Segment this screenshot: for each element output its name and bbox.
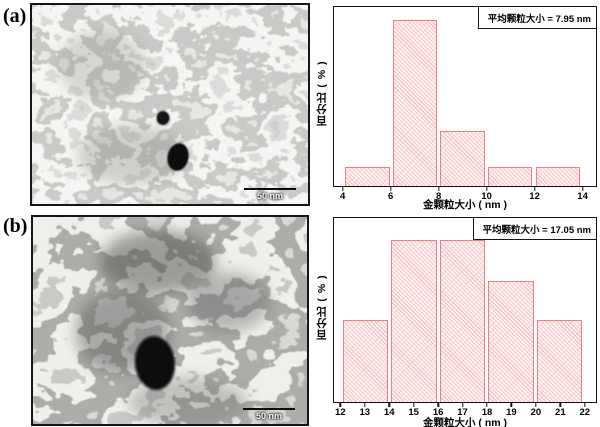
x-tick-label: 12	[335, 407, 346, 418]
x-tick-mark	[461, 403, 464, 407]
nanoparticle-large	[134, 336, 176, 390]
histogram-b: 百分比 ( % ) 平均颗粒大小 = 17.05 nm 12 13 14 15 16 17…	[312, 211, 600, 427]
x-tick-mark	[437, 403, 439, 407]
tem-a-texture	[32, 5, 308, 204]
x-tick-mark	[364, 403, 366, 407]
scale-bar-label: 50 nm	[255, 411, 282, 421]
x-tick-mark	[339, 403, 342, 407]
panel-b-label: (b)	[3, 215, 28, 237]
histogram-bar	[536, 320, 583, 402]
histogram-bar	[488, 280, 534, 402]
x-tick-mark	[533, 187, 536, 191]
histogram-bar	[535, 167, 581, 186]
x-axis-ticks: 12 13 14 15 16 17 18 19 20 21 22	[333, 403, 597, 421]
y-axis-label: 百分比 ( % )	[316, 274, 328, 340]
nanoparticle-large	[167, 143, 189, 171]
x-tick-label: 20	[530, 407, 542, 418]
histogram-bar	[345, 167, 390, 186]
histogram-bar	[488, 167, 533, 186]
x-tick-label: 16	[432, 407, 444, 418]
panel-a-label: (a)	[3, 5, 27, 27]
x-tick-mark	[485, 187, 488, 191]
plot-area: 平均颗粒大小 = 17.05 nm	[333, 217, 597, 403]
nanoparticle-small	[156, 111, 170, 125]
tem-micrograph-b: 50 nm	[31, 215, 309, 426]
x-tick-mark	[581, 187, 584, 191]
x-tick-label: 22	[579, 407, 591, 418]
x-tick-label: 14	[383, 407, 395, 418]
scale-bar-b: 50 nm	[240, 408, 298, 421]
x-tick-label: 4	[339, 191, 346, 202]
scale-bar-line	[243, 408, 295, 410]
y-axis-label: 百分比 ( % )	[316, 60, 328, 127]
x-tick-mark	[584, 403, 586, 407]
x-axis-label: 金颗粒大小 ( nm )	[423, 199, 507, 211]
plot-area: 平均颗粒大小 = 7.95 nm	[333, 6, 597, 187]
x-tick-mark	[437, 187, 440, 191]
x-tick-label: 18	[481, 407, 493, 418]
x-axis-label: 金颗粒大小 ( nm )	[423, 417, 507, 427]
x-tick-mark	[388, 403, 390, 407]
x-tick-mark	[389, 187, 392, 191]
scale-bar-label: 50 nm	[256, 191, 283, 201]
tem-b-texture	[33, 217, 307, 424]
histogram-a: 百分比 ( % ) 平均颗粒大小 = 7.95 nm 4 6 8 10 12 14 金颗粒…	[312, 0, 600, 211]
mean-size-annotation: 平均颗粒大小 = 17.05 nm	[472, 218, 596, 240]
x-tick-mark	[341, 187, 344, 191]
x-tick-label: 19	[506, 407, 517, 418]
x-tick-label: 6	[387, 191, 394, 202]
x-tick-mark	[535, 403, 537, 407]
histogram-bar	[392, 19, 438, 186]
tem-micrograph-a: 50 nm	[30, 3, 310, 206]
histogram-bar	[439, 240, 486, 402]
x-tick-mark	[559, 403, 562, 407]
x-tick-label: 8	[435, 191, 442, 202]
mean-size-annotation: 平均颗粒大小 = 7.95 nm	[477, 7, 596, 29]
scale-bar-a: 50 nm	[241, 188, 299, 201]
x-tick-label: 14	[577, 191, 588, 202]
x-tick-label: 12	[529, 191, 540, 202]
x-tick-mark	[486, 403, 488, 407]
scale-bar-line	[244, 188, 296, 190]
x-tick-label: 15	[408, 407, 419, 418]
x-tick-mark	[510, 403, 513, 407]
x-tick-label: 21	[555, 407, 566, 418]
histogram-bar	[342, 320, 389, 402]
histogram-bar	[391, 240, 437, 402]
x-tick-label: 10	[481, 191, 492, 202]
histogram-bar	[440, 131, 485, 186]
x-tick-mark	[412, 403, 415, 407]
x-axis-ticks: 4 6 8 10 12 14	[333, 187, 597, 205]
x-tick-label: 13	[359, 407, 371, 418]
x-tick-label: 17	[457, 407, 468, 418]
